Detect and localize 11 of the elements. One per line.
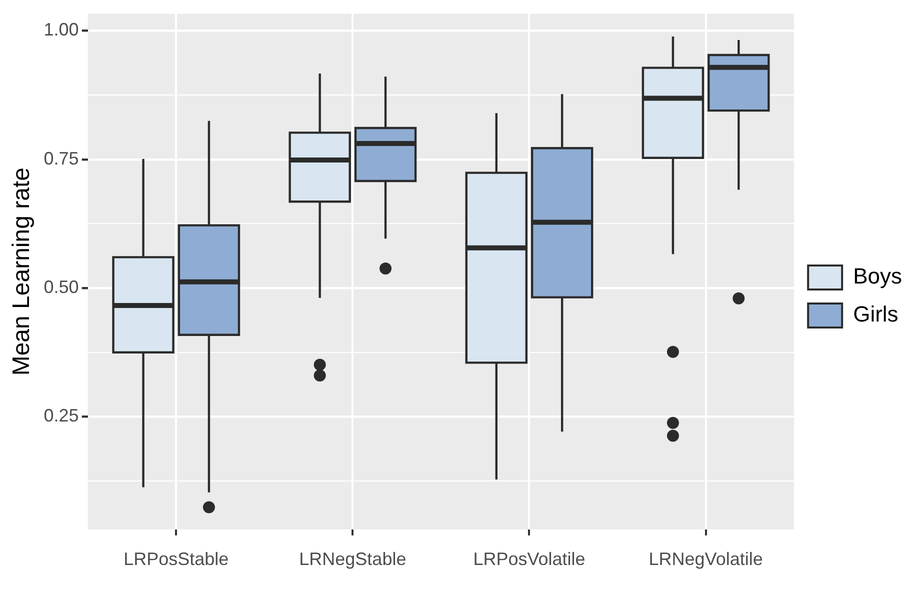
x-tick-label: LRNegStable	[299, 549, 406, 570]
legend-label: Girls	[853, 302, 898, 327]
x-tick-label: LRNegVolatile	[648, 549, 763, 570]
x-tick-label: LRPosVolatile	[473, 549, 586, 570]
y-tick-label: 1.00	[44, 20, 79, 40]
y-tick-label: 0.50	[44, 277, 79, 298]
y-tick-label: 0.25	[44, 406, 79, 426]
y-tick-label: 0.75	[44, 148, 79, 168]
legend-label: Boys	[853, 264, 902, 289]
y-axis-title: Mean Learning rate	[8, 168, 36, 376]
x-tick-label: LRPosStable	[124, 549, 229, 570]
